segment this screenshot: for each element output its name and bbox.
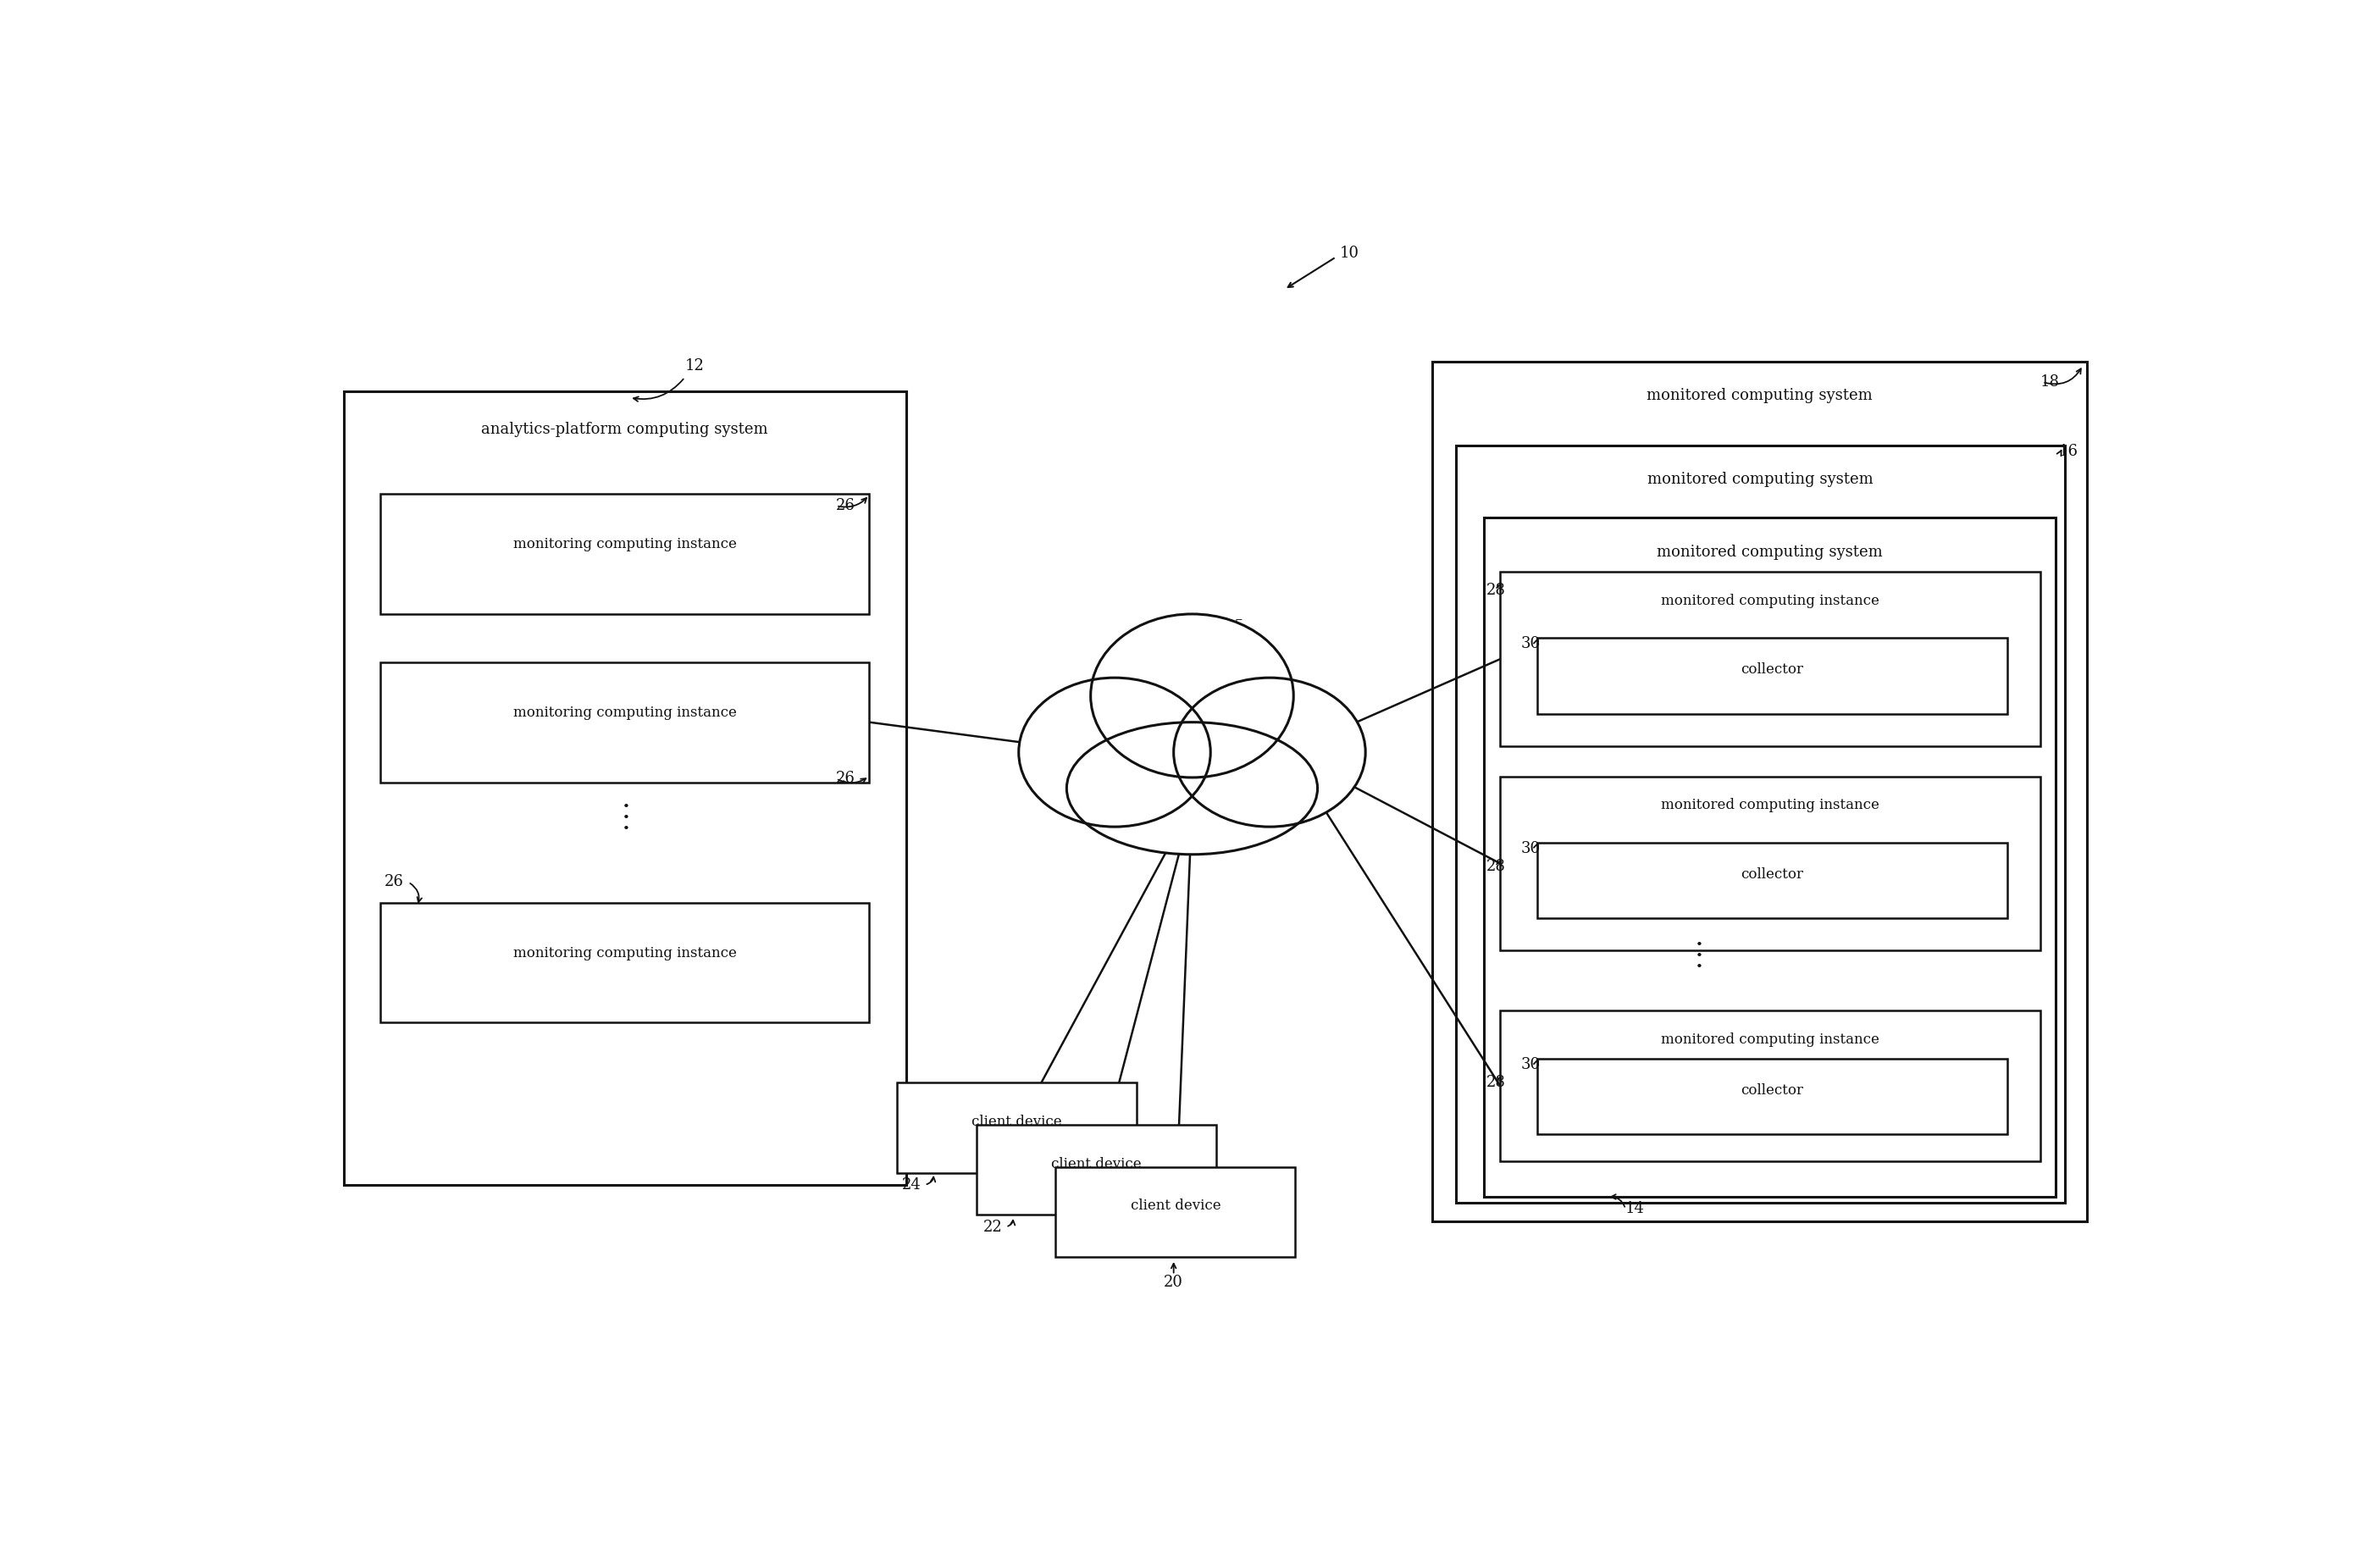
Bar xyxy=(1057,1168,1295,1257)
Text: monitoring computing instance: monitoring computing instance xyxy=(514,946,738,960)
Bar xyxy=(1537,1058,2006,1135)
Bar xyxy=(1499,776,2040,951)
Text: monitored computing instance: monitored computing instance xyxy=(1661,1032,1880,1047)
Text: •
•
•: • • • xyxy=(621,801,631,835)
Text: client device: client device xyxy=(971,1115,1061,1129)
Text: monitored computing instance: monitored computing instance xyxy=(1661,593,1880,607)
Bar xyxy=(897,1083,1138,1172)
Text: monitoring computing instance: monitoring computing instance xyxy=(514,537,738,551)
Text: client device: client device xyxy=(1052,1157,1142,1171)
Text: 28: 28 xyxy=(1485,582,1507,598)
Text: 30: 30 xyxy=(1521,1057,1540,1072)
Text: monitored computing system: monitored computing system xyxy=(1647,389,1873,403)
Text: 30: 30 xyxy=(1521,841,1540,855)
Text: monitored computing system: monitored computing system xyxy=(1656,545,1883,559)
Text: 28: 28 xyxy=(1485,859,1507,874)
Text: 22: 22 xyxy=(983,1219,1002,1235)
Text: 26: 26 xyxy=(835,771,854,787)
Ellipse shape xyxy=(1019,677,1211,827)
Bar xyxy=(1433,362,2087,1221)
Text: 25: 25 xyxy=(1226,620,1245,634)
Bar xyxy=(1537,638,2006,713)
Bar xyxy=(381,902,869,1022)
Text: monitored computing system: monitored computing system xyxy=(1647,471,1873,487)
Text: collector: collector xyxy=(1740,866,1804,882)
Text: 12: 12 xyxy=(685,359,704,373)
Text: 26: 26 xyxy=(383,874,405,890)
Bar xyxy=(976,1125,1216,1214)
Text: collector: collector xyxy=(1740,663,1804,677)
Text: 28: 28 xyxy=(1485,1076,1507,1091)
Ellipse shape xyxy=(1173,677,1366,827)
Bar xyxy=(1457,446,2063,1204)
Ellipse shape xyxy=(1066,723,1319,854)
Text: 20: 20 xyxy=(1164,1275,1183,1291)
Text: analytics-platform computing system: analytics-platform computing system xyxy=(481,421,769,437)
Bar xyxy=(1499,1010,2040,1161)
Text: 26: 26 xyxy=(835,498,854,514)
Text: 30: 30 xyxy=(1521,637,1540,651)
Text: 14: 14 xyxy=(1626,1202,1645,1216)
Bar xyxy=(1483,518,2056,1197)
Text: 24: 24 xyxy=(902,1177,921,1193)
Bar xyxy=(1499,571,2040,746)
Text: 16: 16 xyxy=(2059,445,2078,459)
Text: 10: 10 xyxy=(1340,245,1359,261)
Text: client device: client device xyxy=(1130,1199,1221,1213)
Bar xyxy=(1537,843,2006,918)
Bar xyxy=(381,493,869,613)
Text: collector: collector xyxy=(1740,1083,1804,1097)
Text: •
•
•: • • • xyxy=(1695,940,1704,974)
Ellipse shape xyxy=(1090,613,1295,777)
Text: monitoring computing instance: monitoring computing instance xyxy=(514,706,738,720)
Text: 18: 18 xyxy=(2040,375,2061,390)
Bar xyxy=(343,392,907,1185)
Text: monitored computing instance: monitored computing instance xyxy=(1661,798,1880,812)
Bar xyxy=(381,662,869,782)
